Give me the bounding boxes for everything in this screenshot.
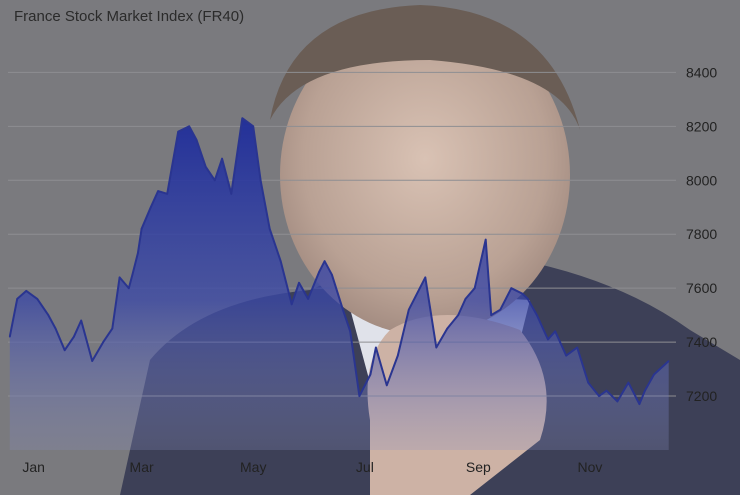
y-tick-label: 7600 <box>686 280 717 296</box>
data-point <box>128 287 130 290</box>
data-point <box>47 314 50 316</box>
x-axis-ticks: Jan Mar May Jul Sep Nov <box>22 459 602 475</box>
data-point <box>644 389 646 392</box>
data-point <box>80 319 82 322</box>
data-point <box>527 298 529 300</box>
data-point <box>111 327 114 330</box>
data-point <box>140 228 143 230</box>
data-point <box>554 330 556 333</box>
data-point <box>298 282 300 284</box>
data-point <box>547 338 549 341</box>
y-tick-label: 8400 <box>686 64 717 80</box>
data-point <box>521 292 524 295</box>
data-point <box>331 273 333 276</box>
x-tick-label: Mar <box>130 459 154 475</box>
data-point <box>221 157 223 160</box>
data-point <box>25 290 28 292</box>
data-point <box>73 335 75 338</box>
x-tick-label: Jul <box>356 459 374 475</box>
x-tick-label: May <box>240 459 266 475</box>
data-point <box>63 349 66 352</box>
data-point <box>424 276 427 279</box>
data-point <box>369 373 372 376</box>
data-point <box>342 308 344 311</box>
data-point <box>375 346 377 349</box>
data-point <box>318 271 320 273</box>
data-point <box>150 206 152 208</box>
data-point <box>177 130 179 133</box>
x-tick-label: Sep <box>466 459 491 475</box>
data-point <box>587 381 589 384</box>
data-point <box>252 125 254 128</box>
data-point <box>102 341 104 343</box>
data-point <box>536 314 538 316</box>
data-point <box>653 373 655 376</box>
data-point <box>290 303 293 306</box>
data-point <box>446 327 449 330</box>
data-point <box>358 395 361 397</box>
data-point <box>435 346 438 349</box>
data-point <box>188 125 190 128</box>
data-point <box>54 327 57 330</box>
data-point <box>204 166 207 168</box>
data-point <box>464 298 467 300</box>
data-point <box>499 308 502 311</box>
data-point <box>510 287 513 290</box>
data-point <box>484 238 487 241</box>
y-axis-ticks: 7200 7400 7600 7800 8000 8200 8400 <box>686 64 717 404</box>
data-point <box>408 308 410 311</box>
data-point <box>667 360 670 362</box>
data-point <box>195 139 198 141</box>
y-tick-label: 8200 <box>686 118 717 134</box>
data-point <box>386 384 388 387</box>
data-point <box>457 314 460 316</box>
y-tick-label: 7800 <box>686 226 717 242</box>
series-area <box>9 118 669 450</box>
data-point <box>131 273 134 276</box>
data-point <box>605 389 608 392</box>
data-point <box>349 330 352 333</box>
data-point <box>397 354 399 357</box>
chart-title: France Stock Market Index (FR40) <box>14 8 245 25</box>
data-point <box>565 354 567 357</box>
x-tick-label: Nov <box>578 459 603 475</box>
data-point <box>137 252 139 254</box>
data-point <box>16 298 19 300</box>
data-point <box>419 287 421 290</box>
data-point <box>323 260 326 263</box>
data-point <box>490 314 493 316</box>
data-point <box>259 179 262 182</box>
data-point <box>118 276 121 279</box>
data-point <box>576 346 578 349</box>
y-tick-label: 7200 <box>686 388 717 404</box>
data-point <box>214 179 216 182</box>
data-point <box>279 260 282 263</box>
data-point <box>616 400 619 403</box>
x-tick-label: Jan <box>22 459 45 475</box>
y-tick-label: 7400 <box>686 334 717 350</box>
data-point <box>473 287 476 290</box>
data-point <box>36 298 39 300</box>
data-point <box>241 117 244 119</box>
data-point <box>268 228 271 230</box>
data-point <box>598 395 600 397</box>
y-tick-label: 8000 <box>686 172 717 188</box>
data-point <box>307 298 309 300</box>
data-point <box>91 360 93 362</box>
data-point <box>166 193 168 195</box>
data-point <box>638 403 641 405</box>
data-point <box>157 190 159 192</box>
data-point <box>9 335 11 338</box>
data-point <box>627 381 630 384</box>
data-point <box>230 193 233 195</box>
